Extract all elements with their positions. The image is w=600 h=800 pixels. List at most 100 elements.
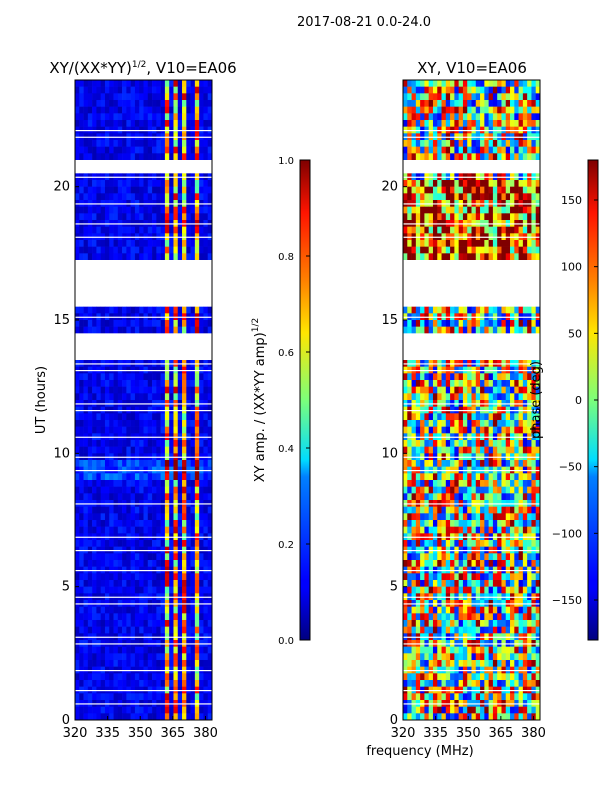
heat-cell — [92, 460, 97, 467]
heat-cell — [518, 213, 524, 221]
heat-cell — [531, 80, 537, 87]
heat-cell — [432, 606, 438, 614]
heat-cell — [186, 426, 191, 434]
heat-cell — [147, 613, 153, 621]
heat-cell — [122, 426, 127, 434]
heat-cell — [450, 493, 455, 501]
heat-cell — [454, 560, 459, 567]
heat-cell — [501, 113, 507, 121]
heat-cell — [475, 573, 481, 581]
heat-cell — [83, 586, 89, 594]
heat-cell — [113, 553, 119, 561]
heat-cell — [79, 380, 84, 387]
heat-cell — [514, 413, 519, 421]
heat-cell — [445, 326, 451, 334]
heat-cell — [182, 106, 187, 114]
heat-cell — [139, 426, 144, 434]
heat-cell — [531, 440, 537, 447]
heat-cell — [531, 613, 537, 621]
heat-cell — [514, 620, 519, 627]
heat-cell — [104, 473, 110, 481]
heat-cell — [182, 660, 187, 667]
heat-cell — [139, 553, 144, 561]
heat-cell — [501, 106, 507, 114]
heat-cell — [531, 493, 537, 501]
heat-cell — [527, 380, 532, 387]
heat-cell — [441, 573, 447, 581]
heat-cell — [169, 86, 174, 94]
heat-cell — [445, 613, 451, 621]
heat-cell — [522, 506, 528, 514]
heat-cell — [415, 113, 421, 121]
heat-cell — [467, 486, 472, 494]
heat-cell — [134, 420, 140, 427]
heat-cell — [169, 653, 174, 661]
heat-cell — [420, 80, 425, 87]
heat-cell — [428, 120, 434, 127]
heat-cell — [411, 100, 417, 107]
heat-cell — [139, 626, 144, 634]
heat-cell — [139, 253, 144, 261]
heat-cell — [497, 373, 502, 381]
heat-cell — [109, 306, 114, 314]
heat-cell — [471, 413, 477, 421]
heat-cell — [83, 213, 89, 221]
heat-cell — [510, 253, 515, 261]
heat-cell — [152, 620, 157, 627]
heat-cell — [518, 140, 524, 147]
heat-cell — [424, 426, 429, 434]
heat-cell — [475, 586, 481, 594]
heat-cell — [484, 586, 489, 594]
heat-cell — [514, 573, 519, 581]
heat-cell — [113, 673, 119, 681]
heat-cell — [441, 80, 447, 87]
heat-cell — [109, 526, 114, 534]
heat-cell — [117, 646, 123, 654]
heat-cell — [92, 480, 97, 487]
heat-cell — [505, 506, 511, 514]
heat-cell — [173, 213, 179, 221]
heat-cell — [199, 573, 204, 581]
heat-cell — [527, 513, 532, 521]
heat-cell — [126, 560, 131, 567]
heat-cell — [100, 253, 106, 261]
heat-cell — [403, 413, 408, 421]
heat-cell — [475, 246, 481, 254]
heat-cell — [190, 226, 196, 234]
heat-cell — [535, 520, 541, 527]
heat-cell — [199, 253, 204, 261]
heat-cell — [79, 253, 84, 261]
heat-cell — [79, 486, 84, 494]
heat-cell — [510, 513, 515, 521]
heat-cell — [432, 240, 438, 247]
heat-cell — [169, 493, 174, 501]
colorbar-tick-label: 0.6 — [278, 348, 294, 359]
heat-cell — [194, 393, 200, 401]
heat-cell — [462, 326, 468, 334]
heat-cell — [79, 306, 84, 314]
heat-cell — [445, 586, 451, 594]
heat-cell — [177, 86, 183, 94]
heat-cell — [454, 520, 459, 527]
heat-cell — [100, 186, 106, 194]
heat-cell — [441, 393, 447, 401]
heat-cell — [87, 586, 93, 594]
heat-cell — [122, 713, 127, 721]
heat-cell — [415, 393, 421, 401]
heat-cell — [104, 253, 110, 261]
heat-cell — [514, 606, 519, 614]
heat-cell — [484, 140, 489, 147]
heat-cell — [475, 253, 481, 261]
heat-cell — [87, 380, 93, 387]
heat-cell — [420, 606, 425, 614]
heat-cell — [75, 206, 80, 214]
heat-cell — [505, 93, 511, 101]
gap-line — [403, 570, 540, 572]
heat-cell — [522, 553, 528, 561]
heat-cell — [164, 486, 170, 494]
heat-cell — [441, 120, 447, 127]
heat-cell — [432, 80, 438, 87]
heat-cell — [454, 460, 459, 467]
heat-cell — [480, 193, 485, 201]
heat-cell — [467, 440, 472, 447]
